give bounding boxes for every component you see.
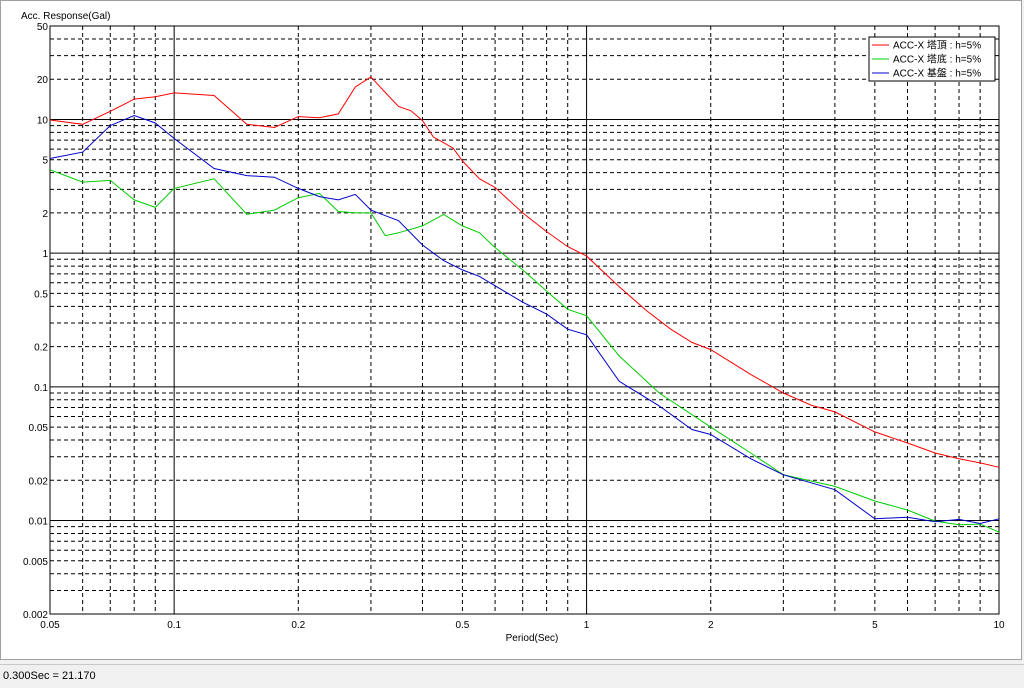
status-bar: 0.300Sec = 21.170 (0, 664, 1024, 688)
x-tick-label: 10 (993, 620, 1005, 631)
tick-labels: 0.05 0.1 0.2 0.5 1 2 5 10 50 20 10 5 2 1 0.5 0.2 0.1 0.05… (23, 22, 1005, 631)
legend-entry: ACC-X 基盤 : h=5% (893, 67, 981, 80)
legend: ACC-X 塔頂 : h=5%ACC-X 塔底 : h=5%ACC-X 基盤 :… (868, 36, 996, 82)
y-tick-label: 2 (42, 209, 48, 220)
legend-entry: ACC-X 塔頂 : h=5% (893, 39, 981, 52)
y-tick-label: 5 (42, 156, 48, 167)
x-tick-label: 0.5 (455, 620, 469, 631)
y-tick-label: 10 (37, 115, 49, 126)
y-tick-label: 20 (37, 75, 49, 86)
series-lines (49, 76, 1000, 533)
y-tick-label: 0.1 (34, 383, 48, 394)
series-line-2 (49, 169, 1000, 533)
x-tick-label: 1 (584, 620, 590, 631)
y-tick-label: 0.002 (23, 610, 48, 621)
response-spectrum-chart: Acc. Response(Gal) 0.05 0.1 0.2 0.5 1 2 5 10 50 2… (21, 11, 1005, 644)
x-tick-label: 0.05 (40, 620, 60, 631)
y-tick-label: 0.2 (34, 343, 48, 354)
x-axis-label: Period(Sec) (506, 633, 559, 644)
y-tick-label: 0.005 (23, 557, 48, 568)
x-tick-label: 2 (708, 620, 714, 631)
y-tick-label: 0.01 (29, 517, 49, 528)
x-tick-label: 5 (872, 620, 878, 631)
y-axis-label: Acc. Response(Gal) (21, 11, 110, 22)
y-tick-label: 1 (42, 249, 48, 260)
y-tick-label: 50 (37, 22, 49, 33)
legend-entry: ACC-X 塔底 : h=5% (893, 53, 981, 66)
grid-lines (49, 25, 1000, 615)
y-tick-label: 0.02 (29, 476, 49, 487)
y-tick-label: 0.5 (34, 289, 48, 300)
x-tick-label: 0.1 (167, 620, 181, 631)
y-tick-label: 0.05 (29, 423, 49, 434)
chart-window: Acc. Response(Gal) 0.05 0.1 0.2 0.5 1 2 5 10 50 2… (0, 0, 1022, 660)
series-line-1 (49, 76, 1000, 468)
x-tick-label: 0.2 (291, 620, 305, 631)
series-line-3 (49, 114, 1000, 525)
plot-frame (49, 25, 1000, 615)
legend-box (868, 36, 996, 82)
status-readout: 0.300Sec = 21.170 (3, 670, 96, 682)
